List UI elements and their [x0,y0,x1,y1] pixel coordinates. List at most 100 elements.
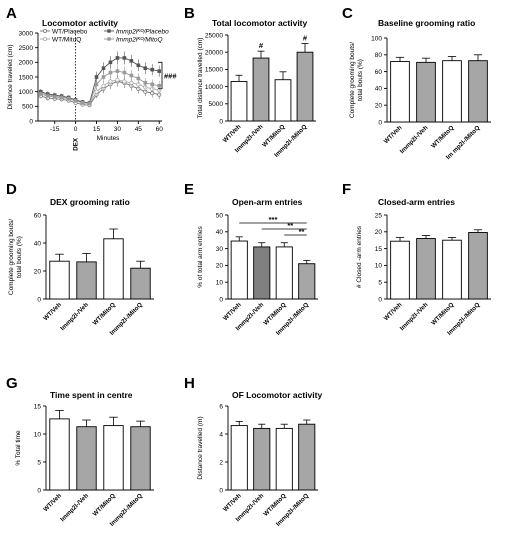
y-tick-label-G-0: 0 [37,487,41,494]
legend-label-3: Immp2lᴷᴼ/MitoQ [116,36,163,43]
series-point-1-13 [129,80,134,85]
legend-label-0: WT/Placebo [52,28,88,35]
panel-label-B: B [184,5,195,22]
x-axis-label-A: Minutes [97,135,121,142]
category-label-F-0: WT/Veh [383,301,404,322]
panel-label-C: C [342,5,353,22]
series-point-3-17 [157,84,162,88]
panel-G: G Time spent in centre 0 5 10 15 % Total time W… [6,375,154,528]
bar-C-3 [468,60,488,123]
bar-H-0 [230,425,248,491]
panel-D: D DEX grooming ratio 0 20 40 60 Complete groom… [6,181,154,337]
y-tick-label-A-2: 1000 [19,89,34,96]
series-point-3-15 [143,81,148,85]
y-tick-label-E-3: 30 [216,246,224,253]
category-label-G-2: WT/MitoQ [92,492,117,517]
panel-title-B: Total locomotor activity [212,18,308,28]
panel-H: H OF Locomotor activity 0 2 4 6 Distance trave… [184,375,322,528]
y-tick-label-F-1: 5 [378,280,382,287]
series-point-1-12 [122,79,127,84]
series-point-3-0 [38,92,43,96]
bar-D-0 [49,260,70,300]
bar-E-2 [275,246,293,300]
y-tick-label-B-1: 5000 [209,101,224,108]
series-point-3-13 [129,73,134,78]
x-tick-label-A-5: 60 [156,126,164,133]
panel-title-F: Closed-arm entries [378,197,455,207]
bar-E-0 [230,240,248,300]
y-tick-label-F-3: 15 [375,246,383,253]
series-point-2-17 [157,69,162,73]
panel-title-H: OF Locomotor activity [232,390,322,400]
y-tick-label-D-2: 40 [34,240,42,247]
series-point-3-9 [101,75,106,79]
series-point-2-12 [122,56,127,60]
panel-title-G: Time spent in centre [50,390,133,400]
series-line-3 [40,70,160,104]
series-point-3-16 [150,82,155,87]
x-tick-label-A-2: 15 [93,126,101,133]
category-label-C-2: WT/MitoQ [430,124,455,149]
y-axis-label-C-1: total bouts (%) [357,59,364,101]
y-axis-label-C-0: Complete grooming bouts/ [349,42,356,118]
category-label-E-0: WT/Veh [222,301,243,322]
x-tick-label-A-0: -15 [50,126,60,133]
panel-label-H: H [184,375,195,392]
y-tick-label-E-1: 10 [216,280,224,287]
category-label-D-0: WT/Veh [42,301,63,322]
y-tick-label-A-4: 2000 [19,60,34,67]
dex-annotation: DEX [73,137,80,151]
series-point-2-15 [143,66,148,70]
x-tick-label-A-3: 30 [114,126,122,133]
y-tick-label-E-5: 50 [216,212,224,219]
series-point-3-10 [108,70,113,75]
y-tick-label-E-0: 0 [219,296,223,303]
y-tick-label-B-3: 15000 [205,67,223,74]
panel-A: A Locomotor activity 0 500 1000 1500 2000 2500 3… [6,5,177,151]
series-point-3-8 [94,82,99,87]
bar-H-3 [298,423,316,491]
bar-E-3 [298,263,316,300]
category-label-B-0: WT/Veh [222,123,243,144]
y-tick-label-H-0: 0 [219,487,223,494]
series-point-3-2 [52,95,57,99]
legend-label-1: WT/MitoQ [52,36,81,43]
x-tick-label-A-1: 0 [74,126,78,133]
bar-C-2 [442,60,462,123]
y-tick-label-F-4: 20 [375,229,383,236]
series-point-2-9 [101,66,106,70]
legend-label-2: Immp2lᴷᴼ/Placebo [116,28,169,35]
y-tick-label-A-1: 500 [22,104,33,111]
category-label-C-0: WT/Veh [383,124,404,145]
panel-B: B Total locomotor activity 0 5000 10000 15000… [184,5,316,159]
y-tick-label-E-4: 40 [216,229,224,236]
category-label-H-0: WT/Veh [222,492,243,513]
y-tick-label-D-1: 20 [34,268,42,275]
y-axis-label-E: % of total arm entries [197,226,204,288]
y-tick-label-C-4: 80 [375,52,383,59]
series-point-3-5 [73,98,78,103]
bar-B-3 [296,51,314,122]
y-tick-label-D-0: 0 [37,296,41,303]
bar-C-0 [390,61,410,123]
series-point-3-3 [59,95,64,100]
y-tick-label-F-2: 10 [375,263,383,270]
y-tick-label-H-3: 6 [219,403,223,410]
y-tick-label-G-2: 10 [34,431,42,438]
series-point-2-11 [115,56,120,60]
category-label-F-2: WT/MitoQ [430,301,455,326]
significance-mark-B-1: # [259,41,264,50]
category-label-D-1: Immp2l-/Veh [59,301,90,332]
significance-mark-B-3: # [303,34,308,43]
series-point-1-10 [108,79,113,84]
series-point-3-4 [66,96,71,101]
category-label-D-2: WT/MitoQ [92,301,117,326]
bar-F-3 [468,232,488,300]
bar-C-1 [416,61,436,123]
y-tick-label-B-5: 25000 [205,32,223,39]
y-tick-label-B-4: 20000 [205,50,223,57]
panel-title-D: DEX grooming ratio [50,197,130,207]
y-tick-label-E-2: 20 [216,263,224,270]
bar-F-0 [390,240,410,300]
